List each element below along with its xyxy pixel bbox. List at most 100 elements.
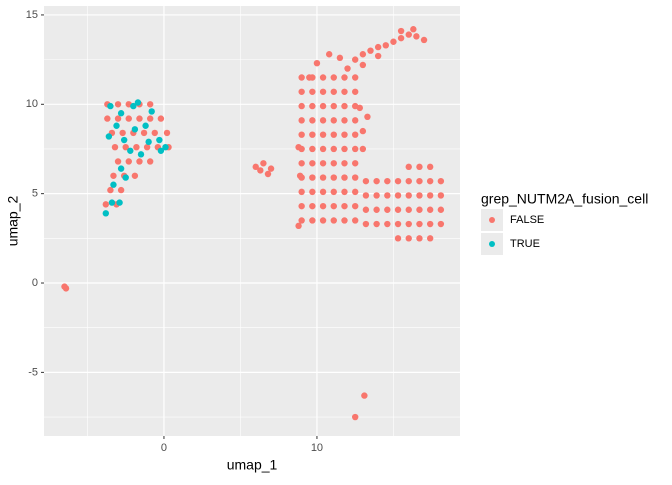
point — [162, 143, 169, 151]
point — [405, 163, 412, 171]
point — [122, 174, 129, 181]
point — [384, 177, 391, 185]
point — [394, 206, 402, 213]
point — [405, 31, 412, 38]
y-tick-label: 5 — [32, 188, 38, 200]
point — [309, 145, 316, 153]
point — [309, 188, 316, 196]
point — [426, 192, 434, 199]
point — [416, 163, 423, 171]
point — [130, 102, 137, 110]
point — [295, 222, 302, 230]
point — [122, 143, 129, 151]
point — [330, 131, 337, 138]
point — [341, 217, 348, 224]
point — [146, 115, 154, 122]
point — [309, 102, 316, 110]
point — [426, 206, 434, 213]
point — [105, 133, 113, 140]
point — [359, 61, 367, 69]
point — [309, 88, 316, 95]
point — [264, 170, 272, 178]
point — [295, 143, 302, 151]
point — [351, 145, 359, 153]
point — [319, 202, 327, 210]
point — [102, 210, 110, 217]
point — [416, 220, 423, 228]
point — [416, 177, 423, 185]
point — [142, 122, 149, 129]
point — [257, 167, 264, 174]
point — [319, 174, 327, 181]
points — [61, 26, 445, 421]
point — [416, 192, 423, 199]
point — [319, 160, 327, 167]
y-tick-label: 10 — [26, 98, 38, 110]
point — [341, 174, 348, 181]
point — [140, 129, 148, 137]
point — [362, 206, 370, 213]
point — [374, 52, 382, 60]
point — [131, 172, 139, 179]
point — [117, 186, 125, 194]
point — [384, 220, 391, 228]
point — [330, 74, 337, 81]
point — [107, 186, 114, 194]
point — [267, 165, 275, 172]
point — [426, 220, 434, 228]
point — [298, 217, 305, 224]
point — [62, 285, 70, 292]
point — [102, 201, 110, 208]
point — [394, 235, 402, 242]
point — [146, 158, 154, 165]
point — [341, 74, 348, 81]
legend-label: FALSE — [510, 214, 544, 226]
point — [319, 145, 327, 153]
point — [351, 74, 359, 81]
point — [120, 136, 128, 144]
point — [111, 143, 119, 151]
point — [157, 147, 165, 154]
y-tick-label: 0 — [32, 277, 38, 289]
point — [351, 217, 359, 224]
point — [374, 43, 382, 51]
point — [114, 158, 122, 165]
point — [136, 158, 143, 165]
point — [420, 36, 428, 44]
point — [110, 172, 117, 179]
point — [325, 51, 333, 58]
point — [351, 88, 359, 95]
y-axis-title: umap_2 — [5, 195, 21, 246]
point — [298, 202, 305, 210]
point — [125, 115, 132, 122]
point — [298, 88, 305, 95]
legend-symbol — [489, 217, 495, 223]
point — [319, 131, 327, 138]
point — [330, 145, 337, 153]
point — [113, 122, 120, 129]
point — [298, 160, 305, 167]
point — [319, 117, 327, 124]
point — [410, 26, 417, 33]
point — [384, 206, 391, 213]
point — [351, 160, 359, 167]
point — [298, 188, 305, 196]
point — [319, 102, 327, 110]
point — [330, 102, 337, 110]
point — [157, 115, 165, 122]
point — [384, 192, 391, 199]
point — [397, 34, 405, 42]
point — [351, 202, 359, 210]
point — [367, 47, 374, 54]
point — [146, 101, 154, 108]
point — [309, 131, 316, 138]
point — [298, 117, 305, 124]
point — [330, 160, 337, 167]
point — [309, 160, 316, 167]
point — [151, 129, 158, 137]
point — [319, 88, 327, 95]
x-tick-label: 10 — [311, 442, 323, 454]
point — [145, 138, 152, 146]
